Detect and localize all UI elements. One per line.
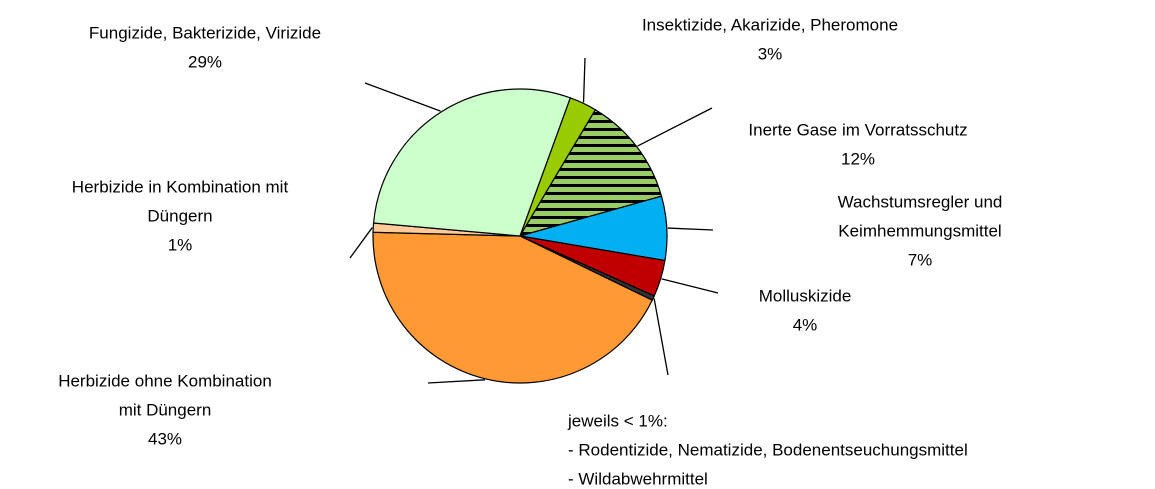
slice-label: mit Düngern xyxy=(119,400,212,419)
value-label: 29% xyxy=(188,52,222,71)
leader-line xyxy=(653,298,669,376)
leader-line xyxy=(582,57,586,103)
value-label: 12% xyxy=(841,149,875,168)
slice-label: - Wildabwehrmittel xyxy=(568,469,708,488)
slice-label: Insektizide, Akarizide, Pheromone xyxy=(642,15,898,34)
leader-line xyxy=(667,227,714,231)
slice-label: jeweils < 1%: xyxy=(567,411,668,430)
value-label: 3% xyxy=(758,44,783,63)
value-label: 4% xyxy=(793,315,818,334)
pie-slice xyxy=(518,108,663,237)
slice-label: Fungizide, Bakterizide, Virizide xyxy=(89,23,321,42)
leader-line xyxy=(637,107,713,147)
slice-label: Molluskizide xyxy=(759,286,852,305)
slice-label: Inerte Gase im Vorratsschutz xyxy=(748,120,967,139)
value-label: 7% xyxy=(908,250,933,269)
slice-label: Herbizide in Kombination mit xyxy=(72,177,289,196)
labels: Insektizide, Akarizide, Pheromone 3% Inert… xyxy=(58,15,1002,488)
pie-slice xyxy=(372,231,654,384)
pie-slice xyxy=(372,88,572,237)
slice-label: Keimhemmungsmittel xyxy=(838,221,1001,240)
leader-line xyxy=(427,379,486,384)
value-label: 1% xyxy=(168,235,193,254)
leader-line xyxy=(661,278,719,294)
slice-label: - Rodentizide, Nematizide, Bodenentseuch… xyxy=(568,440,968,459)
value-label: 43% xyxy=(148,429,182,448)
slice-label: Wachstumsregler und xyxy=(838,192,1003,211)
leader-line xyxy=(364,82,441,112)
slice-label: Düngern xyxy=(147,206,212,225)
slice-label: Herbizide ohne Kombination xyxy=(58,371,272,390)
leader-line xyxy=(349,227,373,259)
pie xyxy=(372,88,668,384)
